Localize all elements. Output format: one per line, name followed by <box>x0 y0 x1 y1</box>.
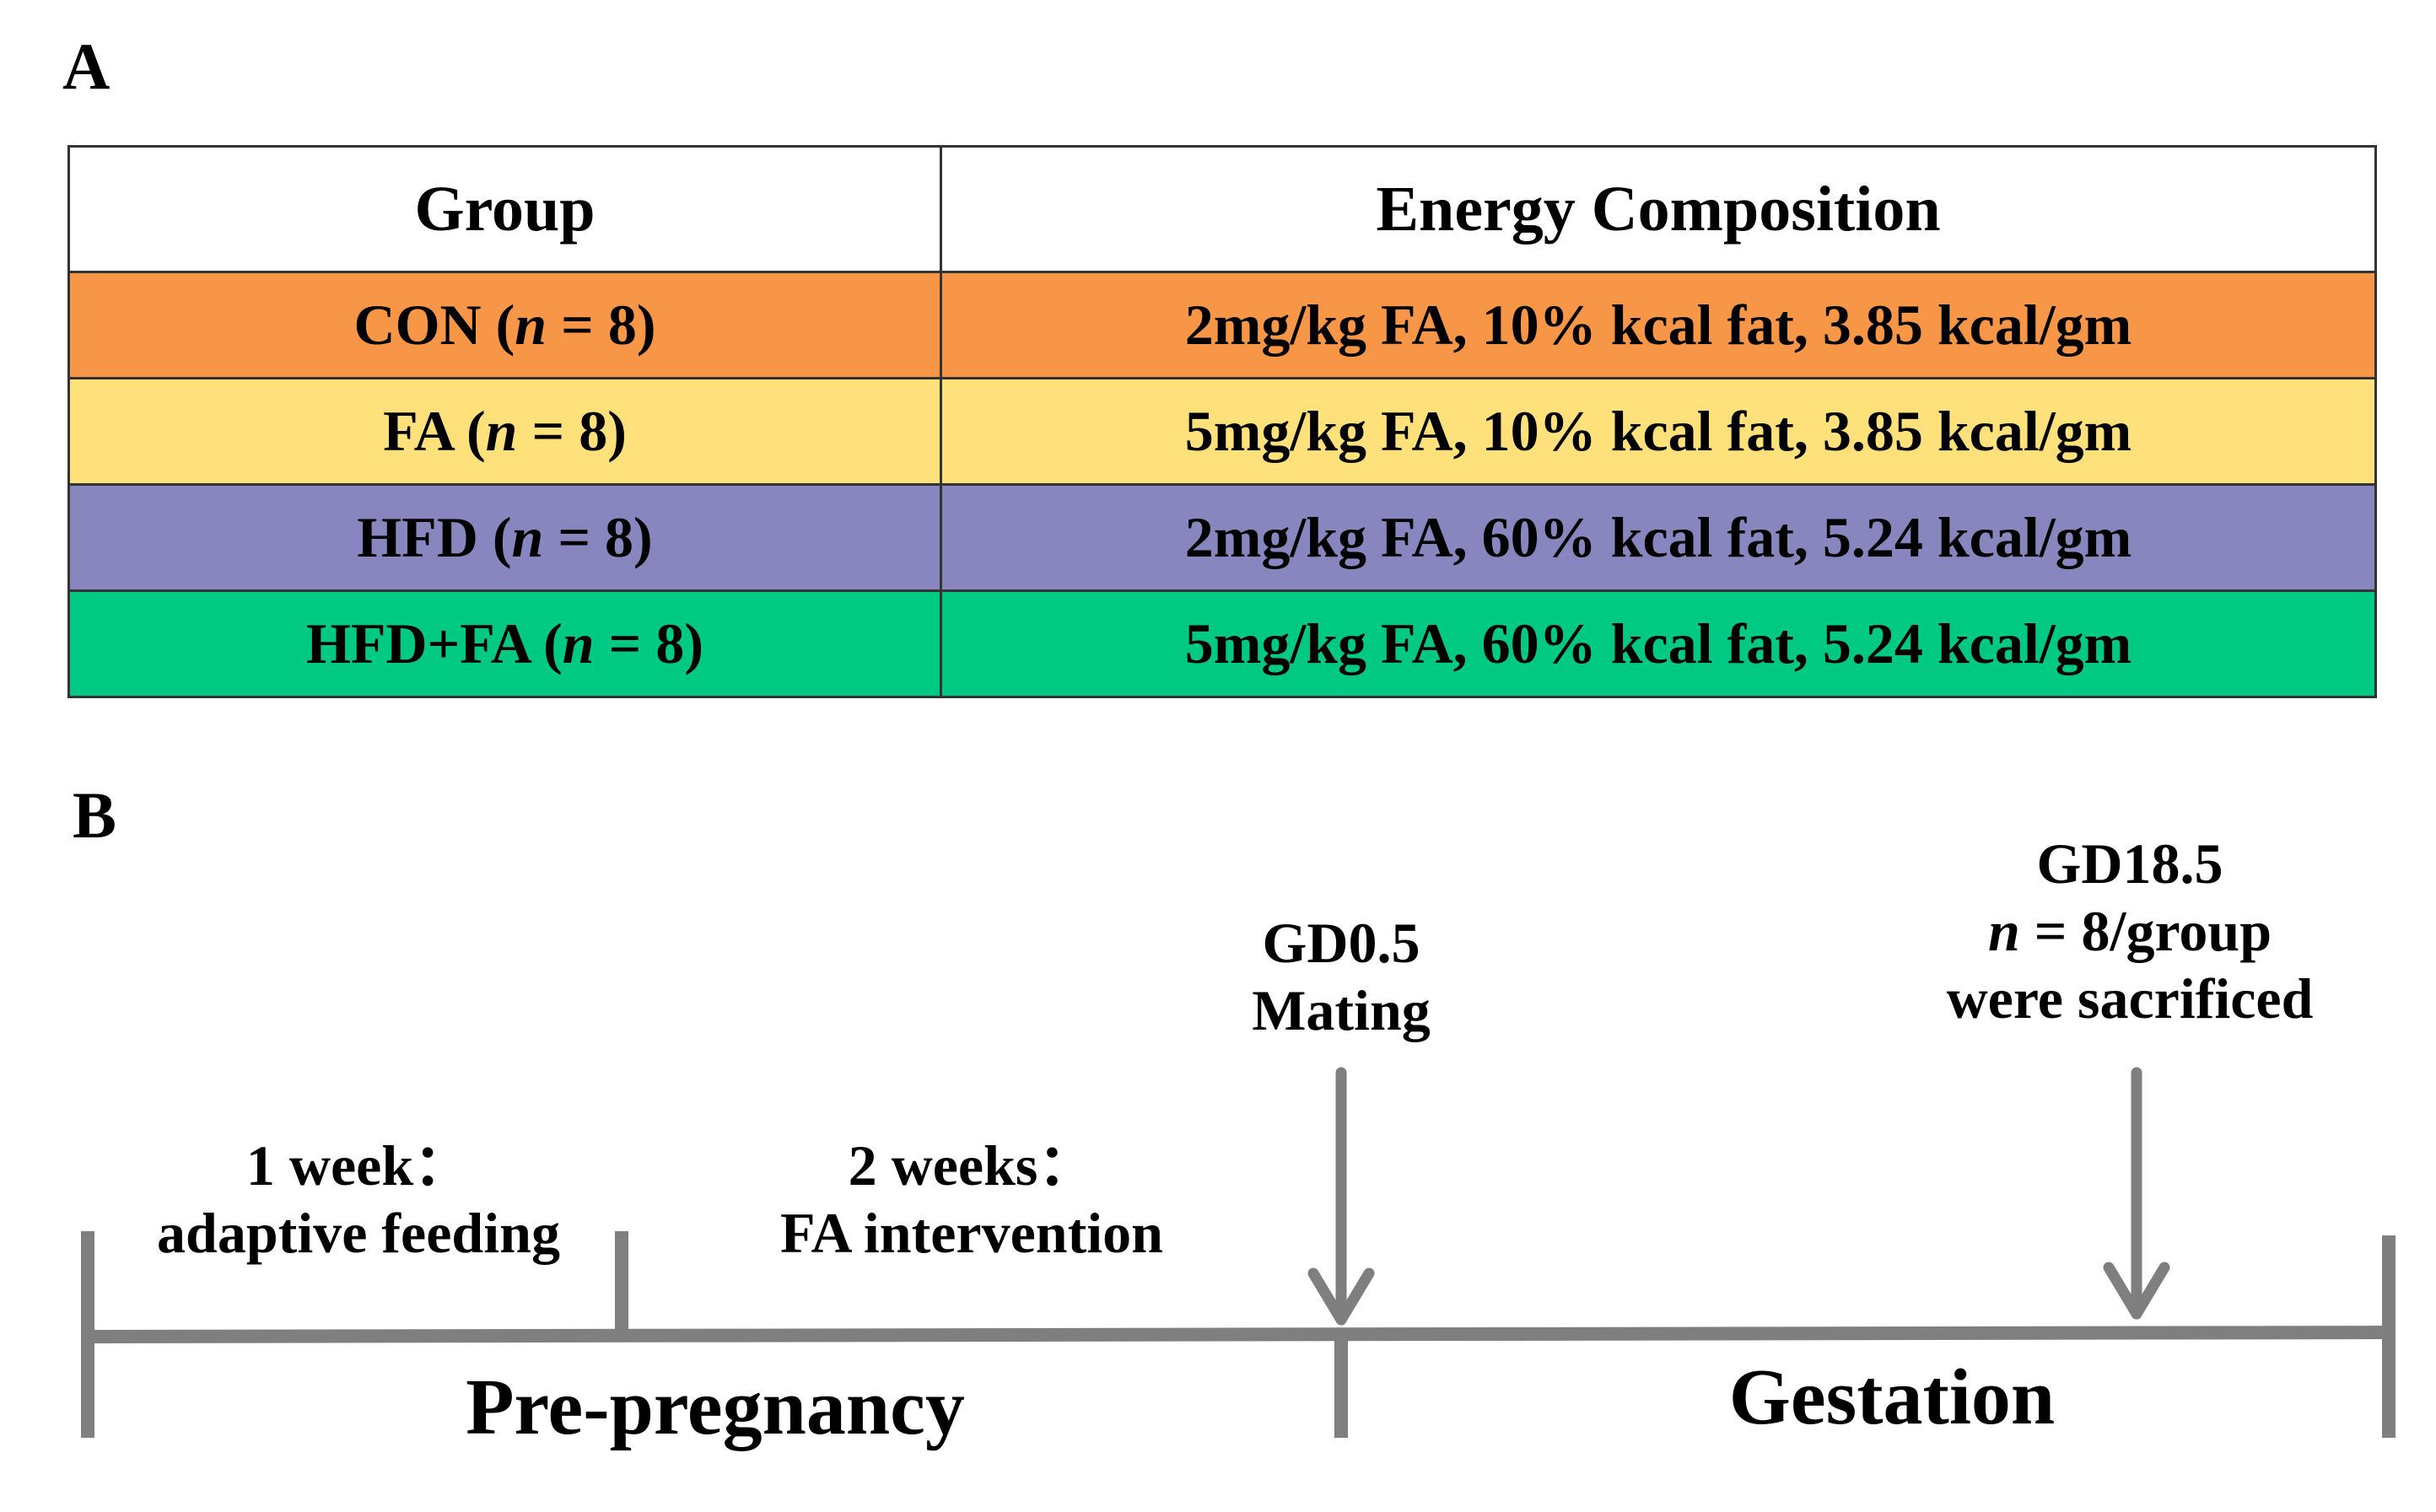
group-cell: CON (n = 8) <box>67 271 942 379</box>
phase2-label: 2 weeks： FA intervention <box>780 1132 1163 1267</box>
group-cell: HFD (n = 8) <box>67 483 942 592</box>
n-per-group: = 8/group <box>2019 899 2272 964</box>
n-symbol: n <box>511 505 544 569</box>
n-value: = 8) <box>547 293 656 357</box>
sacrifice-day: GD18.5 <box>2036 831 2223 896</box>
header-energy-composition: Energy Composition <box>940 145 2377 273</box>
group-name: FA <box>383 399 452 463</box>
phase2-description: FA intervention <box>780 1201 1163 1266</box>
panel-b-label: B <box>73 778 117 852</box>
group-cell: HFD+FA (n = 8) <box>67 589 942 698</box>
group-name: CON <box>353 293 482 357</box>
table-row: FA (n = 8) 5mg/kg FA, 10% kcal fat, 3.85… <box>67 377 2377 486</box>
header-group: Group <box>67 145 942 273</box>
table-row: HFD (n = 8) 2mg/kg FA, 60% kcal fat, 5.2… <box>67 483 2377 592</box>
n-symbol: n <box>515 293 547 357</box>
phase2-duration: 2 weeks： <box>848 1133 1096 1197</box>
n-value: = 8) <box>543 505 653 569</box>
sacrifice-event: were sacrificed <box>1946 966 2314 1031</box>
group-cell: FA (n = 8) <box>67 377 942 486</box>
n-symbol: n <box>562 611 595 675</box>
mating-day: GD0.5 <box>1262 911 1420 975</box>
panel-a-label: A <box>62 30 110 103</box>
n-symbol: n <box>1987 899 2020 964</box>
table-header-row: Group Energy Composition <box>67 145 2377 273</box>
group-name: HFD+FA <box>305 611 530 675</box>
table-row: CON (n = 8) 2mg/kg FA, 10% kcal fat, 3.8… <box>67 271 2377 379</box>
mating-label: GD0.5 Mating <box>1252 909 1431 1044</box>
table-row: HFD+FA (n = 8) 5mg/kg FA, 60% kcal fat, … <box>67 589 2377 698</box>
n-value: = 8) <box>517 399 627 463</box>
energy-cell: 5mg/kg FA, 10% kcal fat, 3.85 kcal/gm <box>940 377 2377 486</box>
phase1-label: 1 week： adaptive feeding <box>157 1132 560 1267</box>
mating-event: Mating <box>1252 978 1431 1043</box>
pre-pregnancy-label: Pre-pregnancy <box>466 1364 965 1451</box>
mating-arrow-head <box>1307 1267 1375 1326</box>
gestation-label: Gestation <box>1728 1353 2056 1441</box>
phase1-description: adaptive feeding <box>157 1201 560 1266</box>
group-name: HFD <box>357 505 478 569</box>
sacrifice-arrow-head <box>2103 1262 2170 1320</box>
n-value: = 8) <box>594 611 704 675</box>
n-symbol: n <box>485 399 518 463</box>
energy-cell: 2mg/kg FA, 60% kcal fat, 5.24 kcal/gm <box>940 483 2377 592</box>
phase1-duration: 1 week： <box>245 1133 472 1197</box>
diet-composition-table: Group Energy Composition CON (n = 8) 2mg… <box>67 145 2377 698</box>
sacrifice-label: GD18.5 n = 8/group were sacrificed <box>1947 830 2314 1033</box>
timeline-axis <box>87 1326 2396 1343</box>
energy-cell: 2mg/kg FA, 10% kcal fat, 3.85 kcal/gm <box>940 271 2377 379</box>
energy-cell: 5mg/kg FA, 60% kcal fat, 5.24 kcal/gm <box>940 589 2377 698</box>
sacrifice-group-size: n = 8/group <box>1947 897 2314 965</box>
